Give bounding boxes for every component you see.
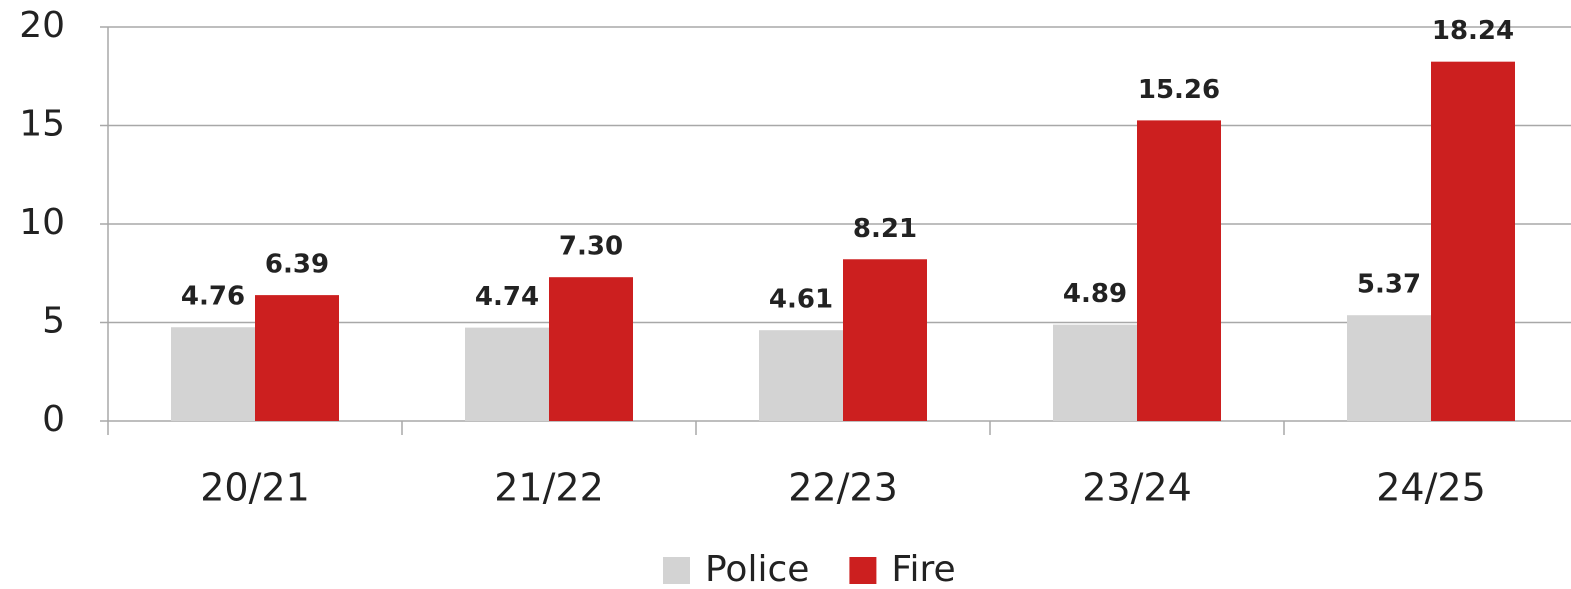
bar	[171, 327, 255, 421]
bar	[1053, 324, 1137, 421]
y-tick-label: 20	[19, 5, 65, 46]
legend-label: Fire	[891, 549, 955, 589]
bar	[255, 295, 339, 421]
value-label: 4.76	[181, 282, 245, 312]
bar	[759, 330, 843, 421]
value-label: 18.24	[1432, 16, 1514, 46]
y-tick-label: 0	[42, 399, 65, 440]
x-tick-label: 24/25	[1376, 466, 1486, 510]
bar	[549, 277, 633, 421]
value-label: 6.39	[265, 250, 329, 280]
bar	[1137, 120, 1221, 422]
value-label: 5.37	[1357, 270, 1421, 300]
value-label: 7.30	[559, 232, 623, 262]
bar	[1431, 61, 1515, 422]
x-tick-label: 23/24	[1082, 466, 1192, 510]
value-label: 4.61	[769, 285, 833, 315]
value-label: 8.21	[853, 214, 917, 244]
x-tick-label: 21/22	[494, 466, 604, 510]
y-tick-label: 10	[19, 202, 65, 243]
value-label: 15.26	[1138, 75, 1220, 105]
x-tick-label: 22/23	[788, 466, 898, 510]
y-tick-label: 5	[42, 301, 65, 342]
bar	[843, 259, 927, 421]
legend-swatch	[663, 557, 690, 584]
legend-label: Police	[705, 549, 809, 589]
y-tick-label: 15	[19, 104, 65, 145]
legend-swatch	[849, 557, 877, 584]
bar	[1347, 315, 1431, 421]
value-label: 4.89	[1063, 279, 1127, 309]
bar	[465, 327, 549, 421]
x-tick-label: 20/21	[200, 466, 310, 510]
value-label: 4.74	[475, 282, 539, 312]
